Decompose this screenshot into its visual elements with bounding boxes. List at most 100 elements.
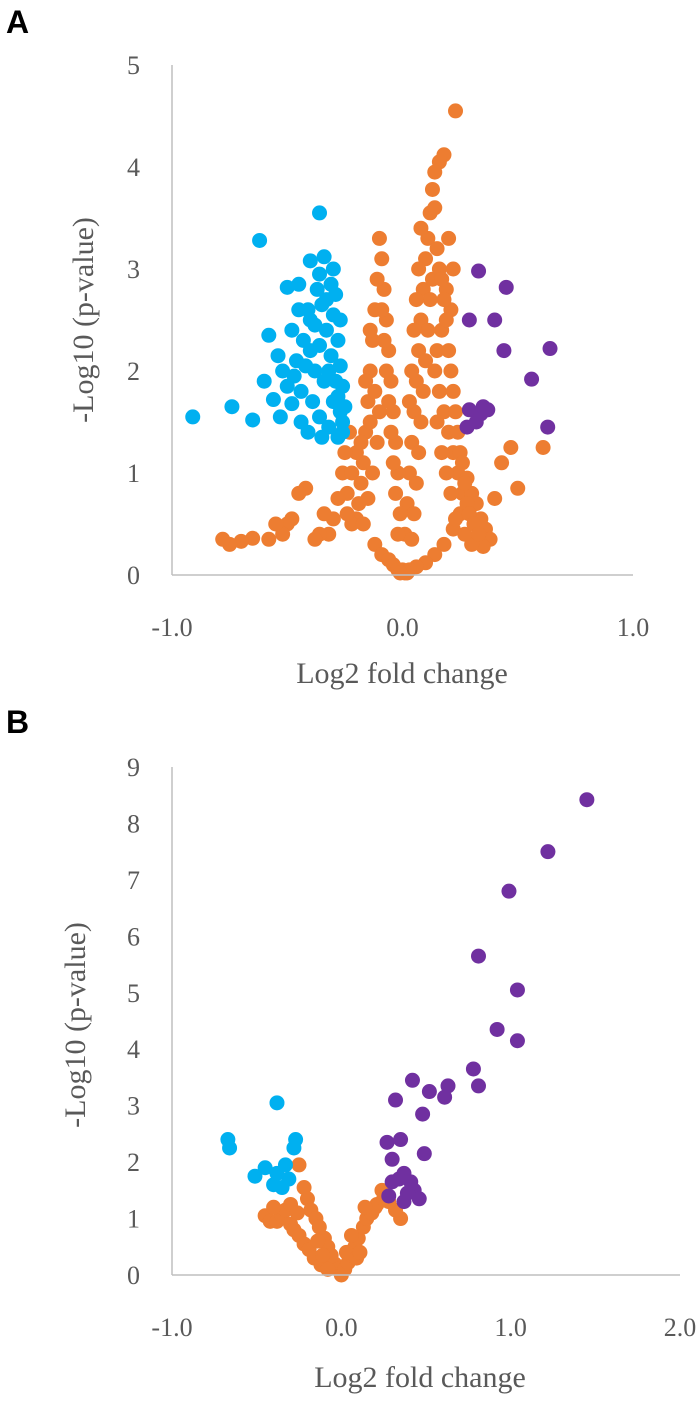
chart-a-point-up: [461, 312, 477, 328]
chart-a-point-ns: [429, 241, 445, 257]
chart-b-point-up: [421, 1084, 437, 1100]
chart-b-point-down: [247, 1168, 263, 1184]
chart-a-point-ns: [390, 526, 406, 542]
chart-b-point-ns: [315, 1247, 331, 1263]
chart-a-point-ns: [411, 261, 427, 277]
chart-a-point-ns: [404, 363, 420, 379]
chart-a-y-tick-label: 1: [127, 459, 140, 488]
chart-a-point-ns: [441, 343, 457, 359]
chart-a-point-ns: [436, 292, 452, 308]
volcano-plot-b: 0 1 2 3 4 5 6 7 8 9 -1.0 0.0 1.0 2.0 Log2 fold chang…: [59, 753, 696, 1394]
chart-b-point-up: [470, 948, 486, 964]
chart-b-x-ticks: -1.0 0.0 1.0 2.0: [151, 1313, 696, 1342]
chart-a-x-axis-label: Log2 fold change: [296, 657, 508, 690]
chart-b-y-tick-label: 3: [127, 1092, 140, 1121]
chart-a-point-down: [288, 353, 304, 369]
chart-a-point-ns: [401, 394, 417, 410]
chart-b-point-ns: [299, 1191, 315, 1207]
chart-a-point-ns: [457, 526, 473, 542]
chart-a-point-up: [524, 371, 540, 387]
chart-b-point-ns: [266, 1199, 282, 1215]
chart-a-point-up: [461, 402, 477, 418]
chart-a-point-ns: [378, 363, 394, 379]
chart-a-point-up: [542, 341, 558, 357]
chart-a-point-ns: [374, 302, 390, 318]
chart-a-point-ns: [427, 164, 443, 180]
chart-a-point-ns: [454, 455, 470, 471]
chart-a-point-ns: [376, 332, 392, 348]
chart-a-point-ns: [337, 445, 353, 461]
chart-a-point-down: [302, 253, 318, 269]
chart-a-point-down: [305, 394, 321, 410]
chart-a-point-ns: [443, 363, 459, 379]
chart-a-point-down: [275, 363, 291, 379]
chart-a-point-down: [330, 389, 346, 404]
chart-a-point-down: [265, 392, 281, 408]
chart-b-y-tick-label: 1: [127, 1205, 140, 1234]
chart-a-x-ticks: -1.0 0.0 1.0: [151, 613, 649, 642]
chart-a-point-down: [185, 409, 201, 425]
chart-a-y-tick-label: 2: [127, 357, 140, 386]
chart-b-point-ns: [291, 1157, 307, 1173]
chart-a-point-ns: [406, 322, 422, 338]
chart-a-point-down: [332, 312, 348, 328]
chart-b-point-ns: [343, 1227, 359, 1243]
chart-b-point-ns: [310, 1233, 326, 1249]
chart-a-point-ns: [443, 485, 459, 501]
chart-a-point-down: [284, 322, 300, 338]
chart-a-point-ns: [438, 465, 454, 481]
chart-a-point-down: [272, 409, 288, 425]
chart-a-point-down: [332, 358, 348, 374]
chart-a-point-ns: [245, 530, 261, 546]
chart-a-point-ns: [503, 440, 519, 455]
chart-a-point-ns: [424, 181, 440, 197]
chart-a-point-ns: [413, 220, 429, 236]
chart-a-point-ns: [434, 271, 450, 287]
chart-a-point-ns: [535, 440, 551, 455]
chart-a-point-down: [321, 363, 337, 379]
chart-b-y-tick-label: 9: [127, 753, 140, 782]
chart-a-point-down: [284, 396, 300, 412]
chart-a-point-ns: [369, 434, 385, 450]
chart-a-point-down: [312, 205, 328, 221]
chart-a-point-down: [330, 332, 346, 348]
chart-b-y-tick-label: 2: [127, 1148, 140, 1177]
chart-a-y-axis-label: -Log10 (p-value): [67, 217, 100, 423]
chart-a-point-down: [325, 261, 341, 277]
chart-a-point-ns: [261, 531, 277, 547]
chart-a-point-ns: [408, 292, 424, 308]
chart-a-point-down: [307, 363, 323, 379]
chart-a-point-ns: [353, 475, 369, 491]
chart-b-point-up: [388, 1092, 404, 1108]
chart-a-point-up: [540, 419, 556, 435]
chart-a-point-up: [498, 279, 514, 295]
chart-b-point-up: [437, 1089, 453, 1105]
chart-a-point-ns: [385, 455, 401, 471]
chart-a-point-up: [471, 263, 487, 279]
chart-a-x-tick-label: -1.0: [151, 613, 192, 642]
chart-a-y-tick-label: 0: [127, 561, 140, 590]
chart-a-point-ns: [404, 531, 420, 547]
chart-b-point-up: [381, 1188, 397, 1204]
chart-a-x-tick-label: 1.0: [617, 613, 650, 642]
chart-a-point-up: [496, 343, 512, 359]
chart-a-point-ns: [471, 526, 487, 542]
chart-a-point-down: [256, 373, 272, 389]
chart-a-point-ns: [406, 506, 422, 522]
chart-a-point-ns: [436, 536, 452, 552]
chart-a-point-ns: [392, 506, 408, 522]
chart-a-point-ns: [494, 455, 510, 471]
chart-b-x-tick-label: -1.0: [151, 1313, 192, 1342]
chart-b-point-down: [257, 1160, 273, 1176]
chart-a-point-down: [316, 249, 332, 265]
chart-a-point-ns: [415, 383, 431, 399]
chart-a-point-ns: [381, 394, 397, 410]
chart-b-point-ns: [289, 1205, 305, 1221]
chart-b-x-tick-label: 0.0: [325, 1313, 358, 1342]
chart-b-point-up: [465, 1061, 481, 1077]
chart-a-point-ns: [429, 414, 445, 430]
chart-a-point-ns: [268, 516, 284, 532]
chart-a-point-down: [314, 429, 330, 445]
chart-a-point-down: [293, 383, 309, 399]
chart-a-point-ns: [355, 516, 371, 532]
